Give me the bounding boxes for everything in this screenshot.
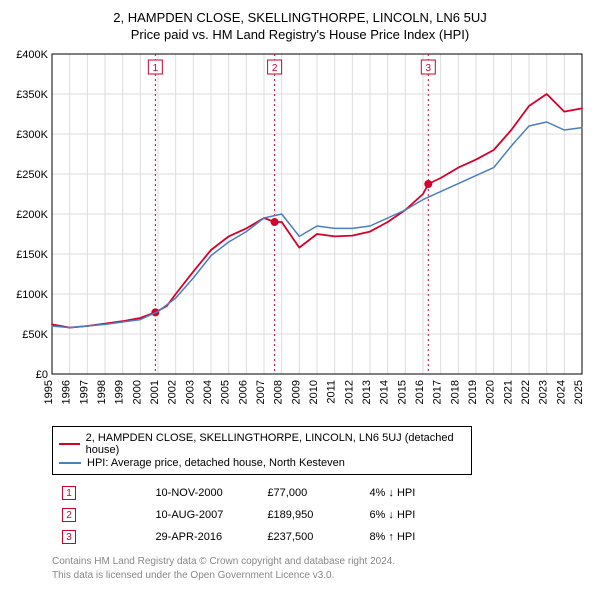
attribution-line1: Contains HM Land Registry data © Crown c… <box>52 555 590 569</box>
chart-title: 2, HAMPDEN CLOSE, SKELLINGTHORPE, LINCOL… <box>10 10 590 25</box>
svg-text:2001: 2001 <box>149 380 161 404</box>
svg-text:£300K: £300K <box>16 129 48 141</box>
svg-text:2006: 2006 <box>237 380 249 404</box>
svg-text:2019: 2019 <box>467 380 479 404</box>
chart-area: £0 £50K £100K £150K £200K £250K £300K £350K £400… <box>10 50 590 420</box>
event-marker-box: 2 <box>62 508 76 522</box>
svg-text:1996: 1996 <box>61 380 73 404</box>
legend-swatch <box>59 443 80 445</box>
chart-svg: £0 £50K £100K £150K £200K £250K £300K £350K £400… <box>10 50 590 420</box>
svg-text:2008: 2008 <box>273 380 285 404</box>
legend-label: HPI: Average price, detached house, Nort… <box>87 457 345 469</box>
event-row: 2 10-AUG-2007£189,9506% ↓ HPI <box>54 505 550 525</box>
title-block: 2, HAMPDEN CLOSE, SKELLINGTHORPE, LINCOL… <box>10 10 590 42</box>
event-row: 1 10-NOV-2000£77,0004% ↓ HPI <box>54 483 550 503</box>
svg-text:2011: 2011 <box>326 380 338 404</box>
legend-label: 2, HAMPDEN CLOSE, SKELLINGTHORPE, LINCOL… <box>86 432 465 456</box>
svg-text:2010: 2010 <box>308 380 320 404</box>
svg-text:£0: £0 <box>36 369 48 381</box>
svg-text:£350K: £350K <box>16 89 48 101</box>
legend-row: 2, HAMPDEN CLOSE, SKELLINGTHORPE, LINCOL… <box>59 432 465 456</box>
svg-text:£200K: £200K <box>16 209 48 221</box>
svg-text:2009: 2009 <box>290 380 302 404</box>
event-price: £189,950 <box>259 505 359 525</box>
svg-text:£400K: £400K <box>16 50 48 61</box>
svg-text:1997: 1997 <box>78 380 90 404</box>
svg-text:£50K: £50K <box>22 329 48 341</box>
svg-text:2005: 2005 <box>220 380 232 404</box>
svg-text:£150K: £150K <box>16 249 48 261</box>
event-marker-box: 1 <box>62 486 76 500</box>
svg-text:2020: 2020 <box>485 380 497 404</box>
svg-text:2016: 2016 <box>414 380 426 404</box>
attribution: Contains HM Land Registry data © Crown c… <box>52 555 590 582</box>
event-date: 10-NOV-2000 <box>147 483 257 503</box>
svg-text:3: 3 <box>426 63 432 74</box>
svg-text:2007: 2007 <box>255 380 267 404</box>
svg-text:1999: 1999 <box>114 380 126 404</box>
svg-text:2004: 2004 <box>202 380 214 404</box>
svg-text:£250K: £250K <box>16 169 48 181</box>
events-table: 1 10-NOV-2000£77,0004% ↓ HPI 2 10-AUG-2007£… <box>52 481 552 549</box>
svg-text:2017: 2017 <box>432 380 444 404</box>
svg-text:2015: 2015 <box>396 380 408 404</box>
svg-text:2012: 2012 <box>343 380 355 404</box>
attribution-line2: This data is licensed under the Open Gov… <box>52 569 590 583</box>
svg-text:2003: 2003 <box>184 380 196 404</box>
svg-text:2024: 2024 <box>555 380 567 404</box>
legend-box: 2, HAMPDEN CLOSE, SKELLINGTHORPE, LINCOL… <box>52 426 472 475</box>
legend-swatch <box>59 462 81 464</box>
chart-subtitle: Price paid vs. HM Land Registry's House … <box>10 27 590 42</box>
svg-text:1995: 1995 <box>43 380 55 404</box>
svg-text:2013: 2013 <box>361 380 373 404</box>
svg-text:2: 2 <box>272 63 278 74</box>
svg-text:2000: 2000 <box>131 380 143 404</box>
event-diff: 8% ↑ HPI <box>361 527 550 547</box>
svg-text:2023: 2023 <box>538 380 550 404</box>
svg-text:1998: 1998 <box>96 380 108 404</box>
event-marker-box: 3 <box>62 530 76 544</box>
chart-container: 2, HAMPDEN CLOSE, SKELLINGTHORPE, LINCOL… <box>0 0 600 590</box>
event-price: £77,000 <box>259 483 359 503</box>
event-date: 10-AUG-2007 <box>147 505 257 525</box>
event-diff: 4% ↓ HPI <box>361 483 550 503</box>
svg-text:1: 1 <box>153 63 159 74</box>
svg-text:2002: 2002 <box>167 380 179 404</box>
svg-text:£100K: £100K <box>16 289 48 301</box>
event-price: £237,500 <box>259 527 359 547</box>
svg-text:2025: 2025 <box>573 380 585 404</box>
event-diff: 6% ↓ HPI <box>361 505 550 525</box>
svg-text:2021: 2021 <box>502 380 514 404</box>
svg-text:2014: 2014 <box>379 380 391 404</box>
legend-row: HPI: Average price, detached house, Nort… <box>59 457 465 469</box>
event-row: 3 29-APR-2016£237,5008% ↑ HPI <box>54 527 550 547</box>
svg-text:2022: 2022 <box>520 380 532 404</box>
event-date: 29-APR-2016 <box>147 527 257 547</box>
svg-text:2018: 2018 <box>449 380 461 404</box>
